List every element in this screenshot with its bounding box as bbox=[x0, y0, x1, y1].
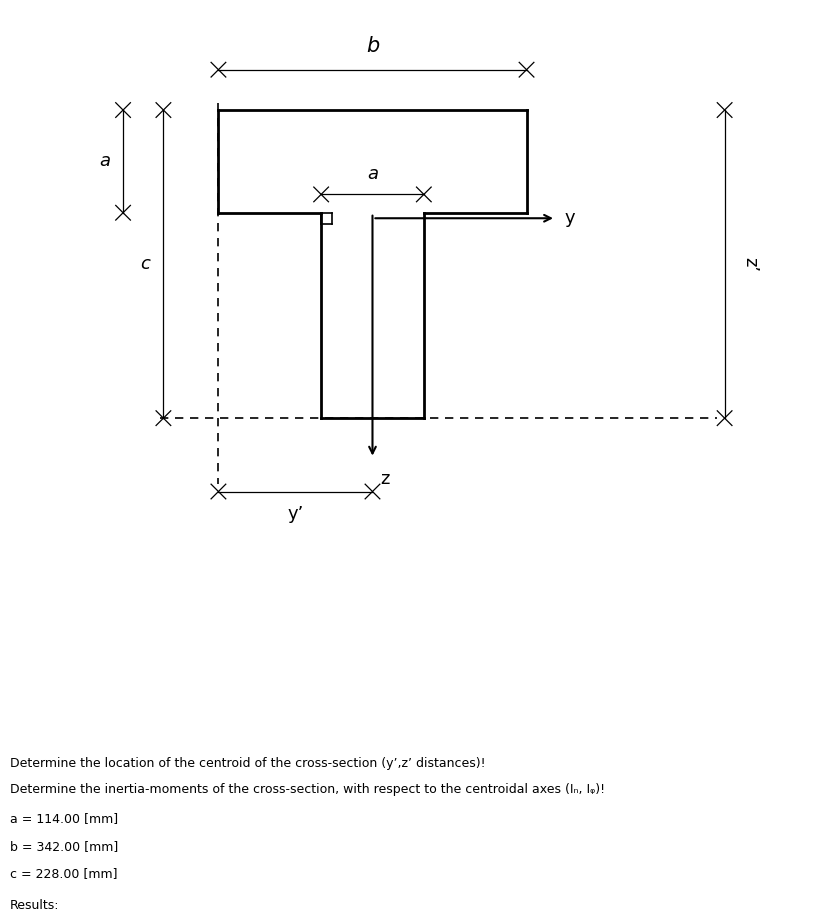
Text: b: b bbox=[366, 37, 379, 57]
Text: Determine the location of the centroid of the cross-section (y’,z’ distances)!: Determine the location of the centroid o… bbox=[10, 757, 486, 770]
Text: a: a bbox=[99, 152, 110, 171]
Text: y’: y’ bbox=[287, 504, 304, 523]
Text: c: c bbox=[140, 255, 150, 273]
Text: Determine the inertia-moments of the cross-section, with respect to the centroid: Determine the inertia-moments of the cro… bbox=[10, 783, 605, 796]
Text: a: a bbox=[367, 165, 378, 182]
Text: y: y bbox=[565, 209, 576, 227]
Text: c = 228.00 [mm]: c = 228.00 [mm] bbox=[10, 867, 117, 880]
Text: Results:: Results: bbox=[10, 899, 59, 911]
Text: b = 342.00 [mm]: b = 342.00 [mm] bbox=[10, 840, 118, 853]
Text: z’: z’ bbox=[741, 257, 759, 271]
Text: a = 114.00 [mm]: a = 114.00 [mm] bbox=[10, 812, 118, 825]
Text: z: z bbox=[380, 470, 389, 488]
